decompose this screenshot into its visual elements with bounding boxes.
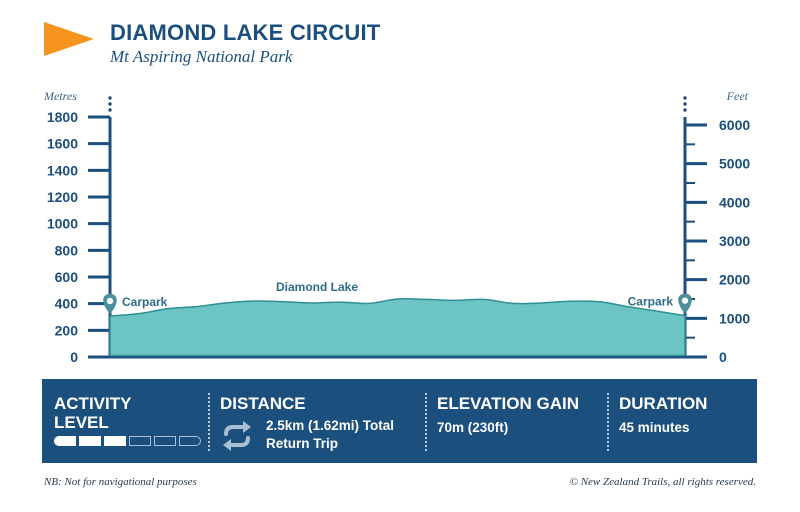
left-tick-label: 0 xyxy=(70,349,78,365)
axis-dot xyxy=(683,108,687,112)
duration-section: DURATION 45 minutes xyxy=(619,379,749,463)
carpark-label: Carpark xyxy=(628,295,674,309)
left-tick-label: 1800 xyxy=(47,109,78,125)
page-subtitle: Mt Aspiring National Park xyxy=(110,47,293,66)
right-tick-label: 3000 xyxy=(719,233,750,249)
left-tick-label: 200 xyxy=(55,322,79,338)
activity-label-1: ACTIVITY xyxy=(54,394,132,413)
map-pin-icon xyxy=(678,293,692,314)
level-segment xyxy=(179,436,201,446)
left-tick-label: 600 xyxy=(55,269,79,285)
right-tick-label: 2000 xyxy=(719,272,750,288)
axis-dot xyxy=(108,108,112,112)
right-tick-label: 6000 xyxy=(719,117,750,133)
right-tick-label: 1000 xyxy=(719,310,750,326)
level-segment xyxy=(54,436,76,446)
activity-label-2: LEVEL xyxy=(54,413,109,432)
elevation-section: ELEVATION GAIN 70m (230ft) xyxy=(437,379,607,463)
pin-dot xyxy=(106,297,114,305)
level-segment xyxy=(79,436,101,446)
axis-dot xyxy=(683,102,687,106)
distance-value-2: Return Trip xyxy=(266,436,339,451)
map-pin-icon xyxy=(103,293,117,314)
level-segment xyxy=(104,436,126,446)
copyright: © New Zealand Trails, all rights reserve… xyxy=(569,476,756,488)
elevation-area xyxy=(109,297,686,357)
flag-icon xyxy=(44,22,94,56)
level-segment xyxy=(129,436,151,446)
trail-stats-panel: ACTIVITY LEVEL DISTANCE 2.5km (1.62mi) T… xyxy=(42,379,757,463)
divider xyxy=(425,393,427,451)
pin-dot xyxy=(681,297,689,304)
lake-label: Diamond Lake xyxy=(276,280,358,294)
left-tick-label: 1600 xyxy=(47,136,78,152)
distance-section: DISTANCE 2.5km (1.62mi) Total Return Tri… xyxy=(218,379,423,463)
disclaimer: NB: Not for navigational purposes xyxy=(44,476,197,488)
left-tick-label: 1400 xyxy=(47,162,78,178)
axis-dot xyxy=(108,102,112,106)
right-tick-label: 0 xyxy=(719,349,727,365)
right-tick-label: 5000 xyxy=(719,156,750,172)
level-segment xyxy=(154,436,176,446)
left-axis-unit: Metres xyxy=(43,89,77,103)
distance-label: DISTANCE xyxy=(220,394,306,413)
left-tick-label: 1000 xyxy=(47,216,78,232)
duration-label: DURATION xyxy=(619,394,708,413)
activity-level-section: ACTIVITY LEVEL xyxy=(42,379,207,463)
page-title: DIAMOND LAKE CIRCUIT xyxy=(110,20,381,45)
divider xyxy=(208,393,210,451)
left-tick-label: 800 xyxy=(55,242,79,258)
elevation-chart: Metres 0 200 400 600 800 1000 1200 1400 1600 1800 F… xyxy=(43,89,750,365)
duration-value: 45 minutes xyxy=(619,420,690,435)
left-tick-label: 1200 xyxy=(47,189,78,205)
right-tick-label: 4000 xyxy=(719,194,750,210)
loop-arrows-icon xyxy=(223,421,251,451)
distance-value-1: 2.5km (1.62mi) Total xyxy=(266,418,395,433)
right-axis-unit: Feet xyxy=(726,89,749,103)
elevation-value: 70m (230ft) xyxy=(437,420,509,435)
activity-level-meter xyxy=(54,436,201,446)
left-tick-label: 400 xyxy=(55,296,79,312)
divider xyxy=(607,393,609,451)
carpark-label: Carpark xyxy=(122,295,168,309)
axis-dot xyxy=(108,96,112,100)
elevation-label: ELEVATION GAIN xyxy=(437,394,579,413)
axis-dot xyxy=(683,96,687,100)
